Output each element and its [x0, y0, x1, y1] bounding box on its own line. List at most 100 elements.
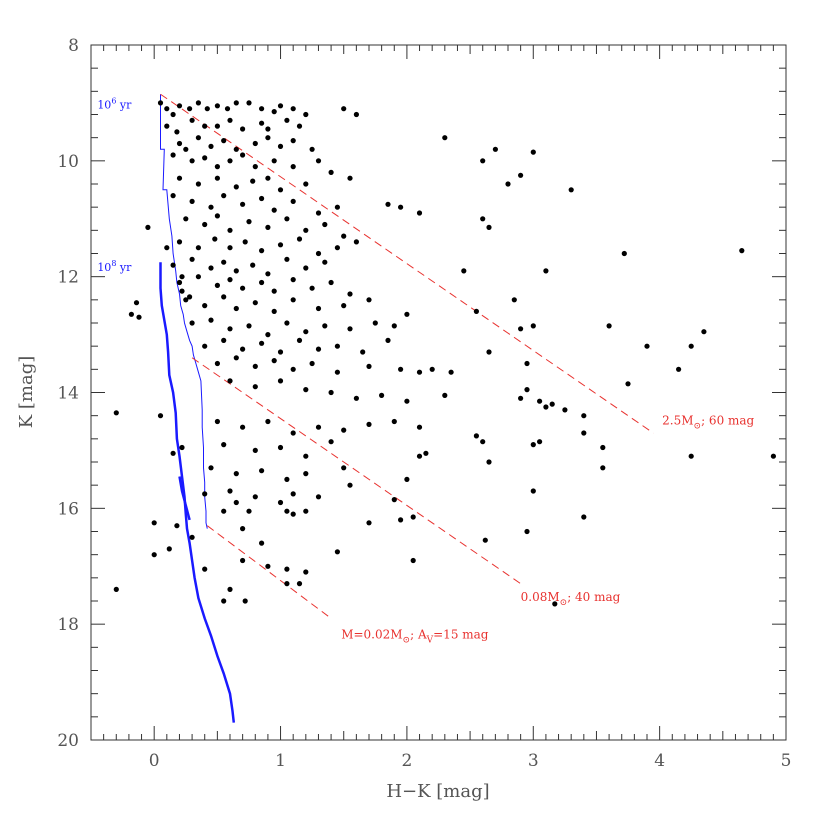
data-point	[259, 340, 265, 346]
data-point	[290, 164, 296, 170]
data-point	[221, 138, 227, 144]
data-point	[688, 343, 694, 349]
data-point	[303, 265, 309, 271]
data-points	[113, 100, 777, 607]
data-point	[259, 120, 265, 126]
data-point	[214, 282, 220, 288]
x-tick-label: 4	[654, 751, 665, 771]
data-point	[277, 378, 284, 384]
data-point	[227, 378, 233, 384]
data-point	[284, 320, 290, 326]
data-point	[423, 450, 429, 456]
data-point	[246, 323, 252, 329]
data-point	[195, 181, 201, 187]
data-point	[581, 430, 587, 436]
data-point	[303, 387, 309, 393]
data-point	[214, 360, 220, 367]
data-point	[328, 439, 334, 445]
data-point	[240, 201, 246, 207]
data-point	[284, 508, 290, 514]
data-point	[202, 221, 208, 228]
data-point	[391, 497, 397, 503]
data-point	[644, 343, 650, 349]
data-point	[442, 135, 448, 141]
data-point	[202, 491, 208, 497]
data-point	[252, 447, 258, 453]
data-point	[530, 488, 536, 494]
data-point	[208, 204, 214, 210]
data-point	[170, 193, 176, 199]
data-point	[214, 213, 220, 219]
data-point	[701, 329, 707, 335]
reddening-vector	[160, 93, 654, 434]
data-point	[480, 158, 486, 164]
data-point	[372, 320, 378, 326]
data-point	[189, 117, 195, 123]
data-point	[208, 265, 214, 271]
data-point	[157, 413, 164, 419]
data-point	[151, 552, 157, 558]
data-point	[284, 476, 290, 482]
data-point	[486, 224, 492, 230]
data-point	[208, 317, 214, 323]
data-point	[562, 407, 568, 413]
data-point	[581, 514, 587, 520]
data-point	[290, 430, 296, 436]
data-point	[202, 303, 208, 309]
data-point	[271, 288, 277, 294]
data-point	[164, 123, 170, 129]
data-point	[290, 491, 296, 497]
data-point	[328, 279, 334, 286]
data-point	[265, 175, 271, 181]
data-point	[303, 508, 309, 514]
y-tick-label: 12	[57, 268, 79, 288]
data-point	[208, 465, 214, 471]
data-point	[227, 158, 233, 164]
data-point	[221, 294, 227, 300]
data-point	[303, 111, 309, 118]
data-point	[296, 236, 303, 242]
data-point	[221, 442, 227, 448]
data-point	[202, 123, 208, 129]
data-point	[259, 468, 265, 474]
data-point	[189, 256, 195, 262]
data-point	[518, 326, 524, 332]
data-point	[174, 129, 180, 135]
data-point	[315, 250, 322, 257]
data-point	[416, 210, 423, 216]
data-point	[189, 198, 195, 204]
data-point	[240, 424, 246, 430]
data-point	[315, 424, 322, 430]
x-tick-label: 0	[149, 751, 160, 771]
data-point	[366, 421, 372, 427]
data-point	[284, 256, 290, 262]
data-point	[265, 271, 271, 277]
data-point	[246, 508, 252, 514]
data-point	[347, 326, 353, 332]
data-point	[391, 418, 397, 425]
data-point	[552, 601, 558, 607]
data-point	[170, 152, 176, 158]
data-point	[166, 546, 172, 552]
data-point	[581, 413, 587, 419]
data-point	[214, 123, 220, 129]
data-point	[113, 586, 119, 593]
data-point	[265, 126, 271, 132]
y-tick-label: 16	[57, 499, 79, 519]
data-point	[252, 384, 258, 390]
data-point	[170, 450, 176, 456]
data-point	[518, 172, 524, 178]
data-point	[227, 326, 233, 332]
data-point	[442, 392, 448, 398]
data-point	[252, 494, 258, 500]
data-point	[187, 106, 193, 112]
data-point	[315, 210, 322, 216]
data-point	[290, 106, 296, 112]
data-point	[530, 323, 536, 329]
data-point	[353, 239, 359, 245]
data-point	[315, 158, 322, 164]
data-point	[366, 297, 372, 303]
data-point	[353, 395, 359, 401]
data-point	[688, 453, 694, 459]
